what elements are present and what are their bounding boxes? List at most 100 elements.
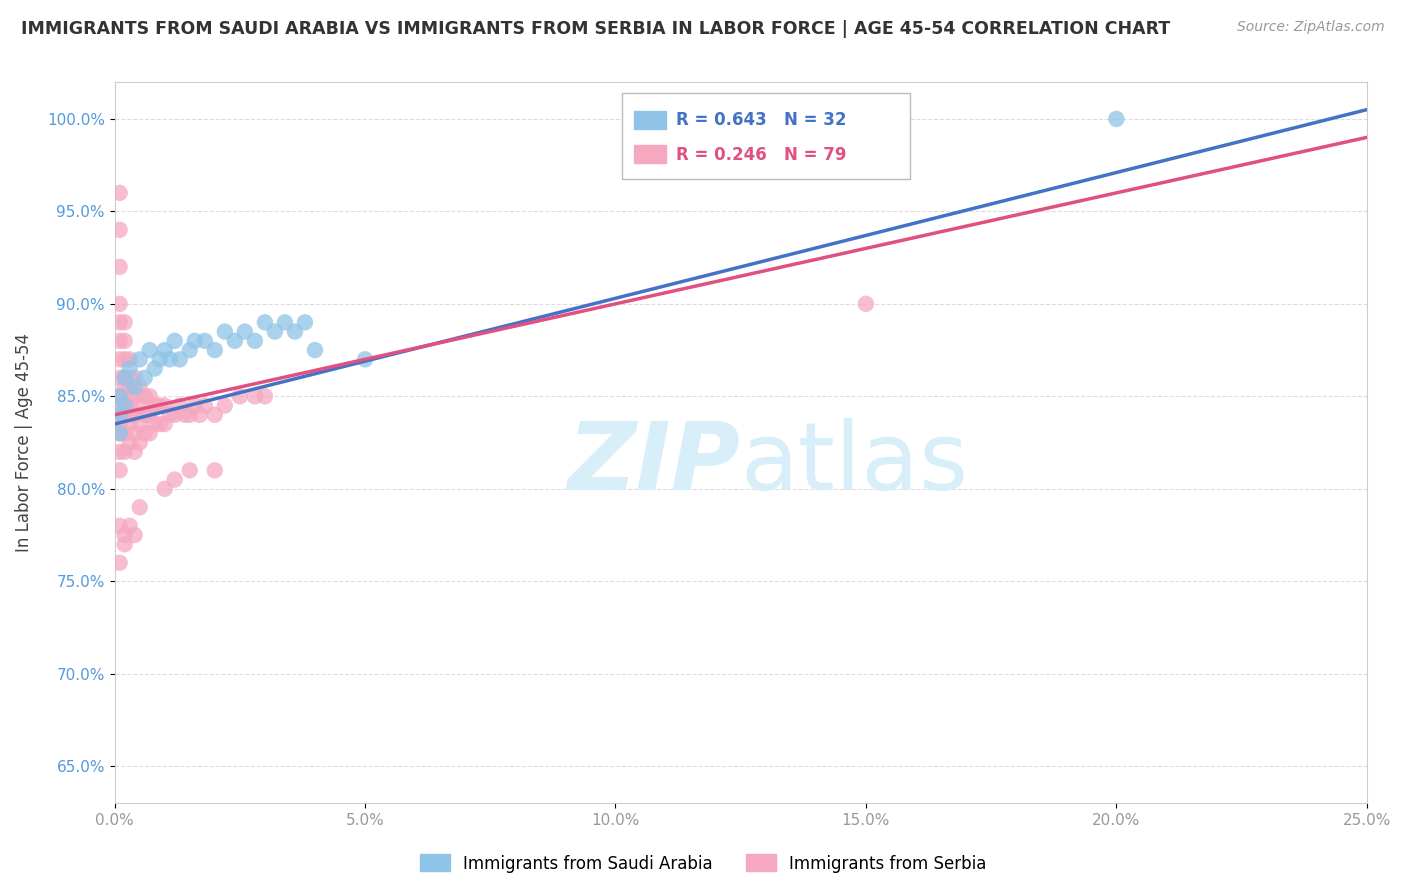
Point xyxy=(108,417,131,431)
Point xyxy=(153,343,176,357)
Point xyxy=(114,399,136,413)
Point xyxy=(143,399,166,413)
Point xyxy=(128,500,150,515)
Point xyxy=(169,352,191,367)
Point xyxy=(108,186,131,200)
Point xyxy=(224,334,246,348)
Point xyxy=(138,408,160,422)
Point xyxy=(163,408,186,422)
Text: R = 0.246   N = 79: R = 0.246 N = 79 xyxy=(676,145,846,164)
Point xyxy=(118,417,141,431)
Point xyxy=(128,417,150,431)
Point xyxy=(118,435,141,450)
Point xyxy=(134,408,156,422)
Point xyxy=(274,315,297,329)
Point xyxy=(149,417,172,431)
Point xyxy=(855,297,877,311)
Point xyxy=(108,426,131,441)
Point xyxy=(108,260,131,274)
Point xyxy=(108,445,131,459)
Point xyxy=(108,389,131,403)
Point xyxy=(264,325,287,339)
Bar xyxy=(634,111,665,128)
Point xyxy=(243,334,266,348)
Point xyxy=(253,389,276,403)
Point xyxy=(118,389,141,403)
Point xyxy=(194,334,217,348)
Point xyxy=(179,408,201,422)
Point xyxy=(114,352,136,367)
Point xyxy=(108,408,131,422)
Point xyxy=(108,315,131,329)
Point xyxy=(153,417,176,431)
Point xyxy=(229,389,252,403)
Point xyxy=(128,380,150,394)
Point xyxy=(108,389,131,403)
Point xyxy=(118,408,141,422)
Point xyxy=(108,518,131,533)
Point xyxy=(108,352,131,367)
Point xyxy=(108,426,131,441)
Point xyxy=(163,334,186,348)
Text: atlas: atlas xyxy=(741,418,969,510)
Point xyxy=(108,556,131,570)
Point xyxy=(124,445,146,459)
Point xyxy=(243,389,266,403)
Point xyxy=(204,343,226,357)
Text: R = 0.643   N = 32: R = 0.643 N = 32 xyxy=(676,112,846,129)
Legend: Immigrants from Saudi Arabia, Immigrants from Serbia: Immigrants from Saudi Arabia, Immigrants… xyxy=(413,847,993,880)
Point xyxy=(114,315,136,329)
Point xyxy=(173,408,195,422)
Point xyxy=(159,408,181,422)
Point xyxy=(128,399,150,413)
Point xyxy=(114,371,136,385)
Text: IMMIGRANTS FROM SAUDI ARABIA VS IMMIGRANTS FROM SERBIA IN LABOR FORCE | AGE 45-5: IMMIGRANTS FROM SAUDI ARABIA VS IMMIGRAN… xyxy=(21,20,1170,37)
Point xyxy=(124,528,146,542)
Point xyxy=(118,380,141,394)
Point xyxy=(134,389,156,403)
Point xyxy=(284,325,307,339)
Point xyxy=(138,389,160,403)
Point xyxy=(118,518,141,533)
Point xyxy=(108,408,131,422)
Point xyxy=(114,528,136,542)
Point xyxy=(118,361,141,376)
Point xyxy=(108,399,131,413)
Y-axis label: In Labor Force | Age 45-54: In Labor Force | Age 45-54 xyxy=(15,333,32,552)
Point xyxy=(204,408,226,422)
Point xyxy=(194,399,217,413)
Point xyxy=(124,371,146,385)
Point xyxy=(114,399,136,413)
Point xyxy=(163,473,186,487)
FancyBboxPatch shape xyxy=(621,93,910,179)
Point xyxy=(108,334,131,348)
Point xyxy=(149,399,172,413)
Point xyxy=(179,343,201,357)
Point xyxy=(108,389,131,403)
Point xyxy=(354,352,377,367)
Point xyxy=(124,426,146,441)
Point xyxy=(114,334,136,348)
Point xyxy=(184,334,207,348)
Point xyxy=(118,399,141,413)
Point xyxy=(253,315,276,329)
Point xyxy=(124,408,146,422)
Point xyxy=(1105,112,1128,126)
Point xyxy=(143,361,166,376)
Point xyxy=(138,426,160,441)
Point xyxy=(153,482,176,496)
Point xyxy=(114,380,136,394)
Point xyxy=(128,435,150,450)
Point xyxy=(233,325,256,339)
Point xyxy=(108,297,131,311)
Point xyxy=(128,352,150,367)
Point xyxy=(149,352,172,367)
Point xyxy=(143,417,166,431)
Point xyxy=(188,408,211,422)
Bar xyxy=(634,145,665,163)
Point xyxy=(118,371,141,385)
Point xyxy=(124,389,146,403)
Point xyxy=(214,325,236,339)
Point xyxy=(108,223,131,237)
Text: ZIP: ZIP xyxy=(568,418,741,510)
